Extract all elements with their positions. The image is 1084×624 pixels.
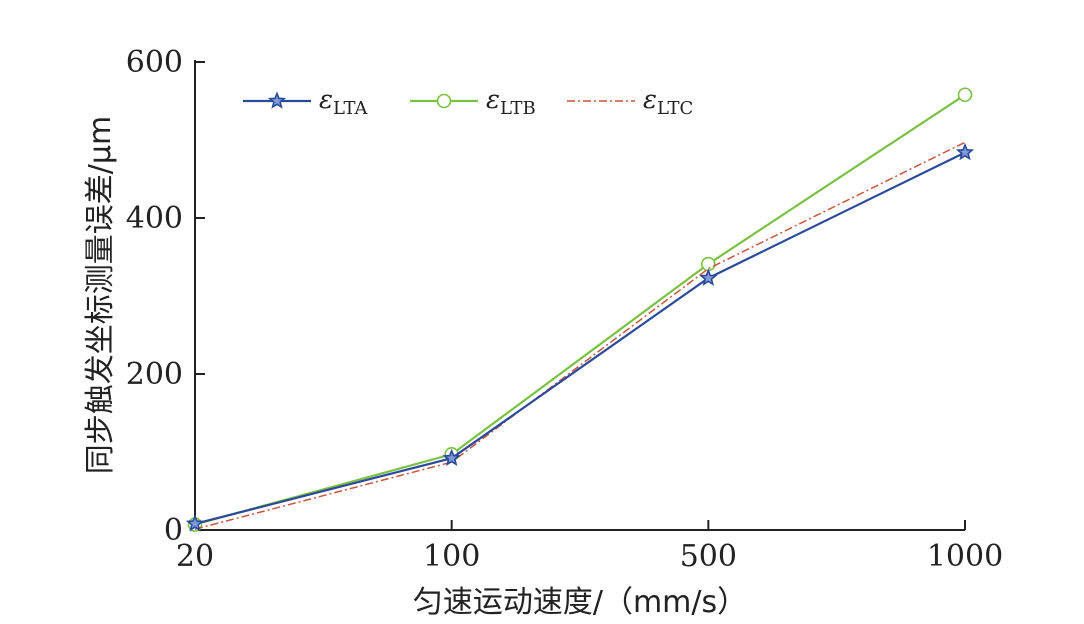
y-tick-label: 400 xyxy=(126,201,183,236)
legend-item-ltb: εLTB xyxy=(410,85,536,119)
x-tick-label: 20 xyxy=(176,539,214,574)
series-lta xyxy=(185,142,975,532)
data-point-lta xyxy=(185,514,205,532)
data-point-lta xyxy=(699,268,718,286)
legend-item-ltc: εLTC xyxy=(567,85,693,119)
x-ticks: 20 100 500 1000 xyxy=(176,520,1003,574)
legend-label-ltb: εLTB xyxy=(486,85,536,119)
legend-symbol: ε xyxy=(643,85,657,115)
x-tick-label: 500 xyxy=(680,539,737,574)
series-ltc xyxy=(194,141,966,530)
legend: εLTA εLTB εLTC xyxy=(243,85,693,119)
x-tick-label: 100 xyxy=(423,539,480,574)
data-point-ltb xyxy=(957,87,973,103)
y-tick-label: 0 xyxy=(164,513,183,548)
data-point-lta xyxy=(955,142,975,161)
x-tick-label: 1000 xyxy=(927,539,1003,574)
series-line-ltc xyxy=(194,141,966,530)
series-layer xyxy=(185,87,975,532)
data-point-lta xyxy=(442,448,461,467)
legend-subscript: LTC xyxy=(657,98,693,119)
x-axis-title: 匀速运动速度/（mm/s） xyxy=(413,585,747,620)
y-axis-title: 同步触发坐标测量误差/μm xyxy=(83,116,118,474)
legend-item-lta: εLTA xyxy=(243,85,368,119)
y-tick-label: 200 xyxy=(126,357,183,392)
series-line-lta xyxy=(194,151,966,525)
legend-label-lta: εLTA xyxy=(319,85,368,119)
axes xyxy=(194,60,965,531)
series-ltb xyxy=(187,87,973,532)
legend-subscript: LTB xyxy=(500,98,536,119)
legend-label-ltc: εLTC xyxy=(643,85,693,119)
legend-symbol: ε xyxy=(319,85,333,115)
series-line-ltb xyxy=(194,93,966,526)
legend-marker-ltb xyxy=(436,93,452,109)
y-ticks: 0 200 400 600 xyxy=(126,45,205,548)
legend-subscript: LTA xyxy=(333,98,369,119)
legend-marker-lta xyxy=(267,91,287,109)
y-tick-label: 600 xyxy=(126,45,183,80)
legend-symbol: ε xyxy=(486,85,500,115)
